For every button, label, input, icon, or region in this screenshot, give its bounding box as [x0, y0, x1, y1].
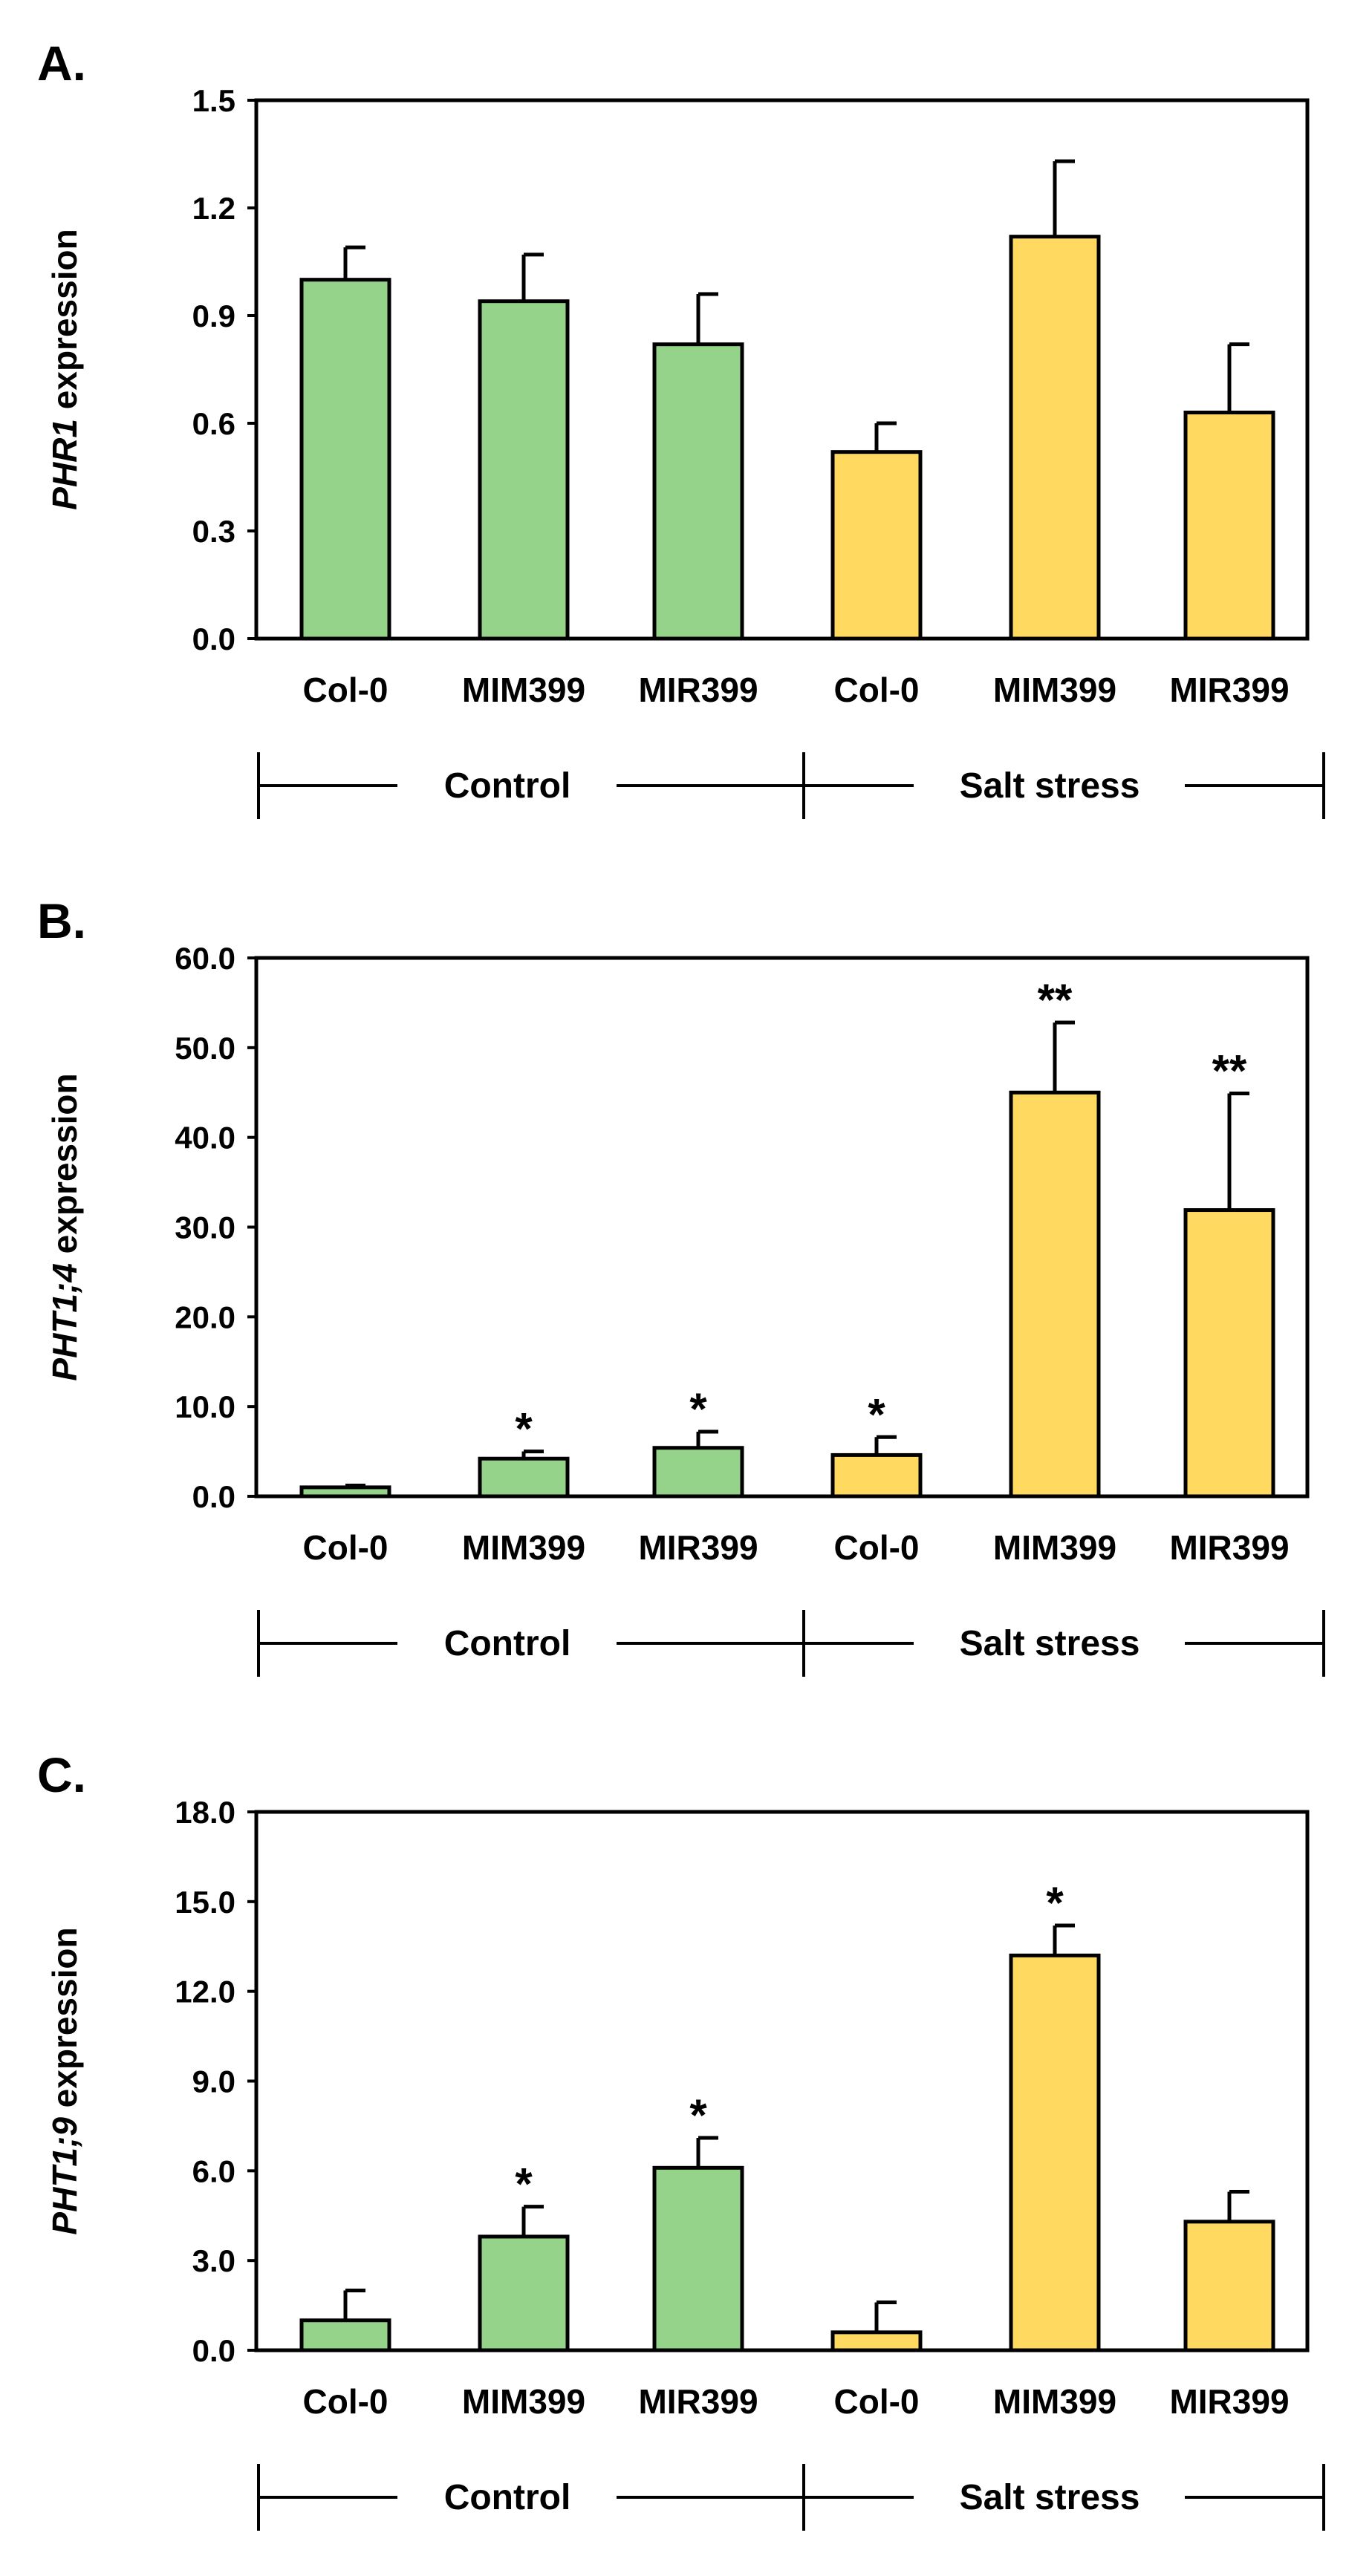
bar — [478, 1456, 570, 1499]
group-label-control: Control — [444, 2478, 571, 2517]
group-label-salt: Salt stress — [960, 766, 1140, 806]
y-tick-label: 0.0 — [192, 1479, 235, 1514]
bar — [299, 2318, 391, 2352]
plot-frame — [254, 956, 1310, 1499]
category-label: MIR399 — [638, 1528, 758, 1567]
category-label: MIM399 — [993, 2382, 1116, 2421]
bar — [830, 1452, 923, 1499]
plot-frame — [254, 1810, 1310, 2352]
significance-marker: * — [515, 2159, 533, 2209]
y-axis-label-gene: PHR1 — [45, 419, 84, 510]
significance-marker: * — [689, 1384, 707, 1434]
y-tick-label: 40.0 — [175, 1121, 235, 1155]
y-tick-label: 0.0 — [192, 2333, 235, 2368]
y-axis-label-suffix: expression — [45, 229, 84, 419]
bar — [652, 1446, 744, 1499]
panel-1: B. 0.0 10.0 20.0 30.0 40.0 50.0 60.0 PHT1;4 expr… — [37, 893, 1325, 1677]
category-label: MIR399 — [638, 2382, 758, 2421]
category-label: Col-0 — [303, 2382, 388, 2421]
category-label: MIM399 — [462, 2382, 585, 2421]
category-label: Col-0 — [303, 671, 388, 709]
y-tick-label: 6.0 — [192, 2153, 235, 2188]
bar — [652, 2165, 744, 2352]
significance-marker: ** — [1038, 975, 1073, 1025]
panel-label: A. — [37, 36, 86, 91]
category-label: MIM399 — [993, 1528, 1116, 1567]
y-axis-label: PHR1 expression — [45, 229, 84, 509]
bar — [1183, 1208, 1275, 1499]
category-label: Col-0 — [834, 1528, 920, 1567]
significance-marker: * — [689, 2090, 707, 2140]
category-label: Col-0 — [303, 1528, 388, 1567]
y-axis-label: PHT1;4 expression — [45, 1073, 84, 1380]
y-tick-label: 1.2 — [192, 191, 235, 226]
y-tick-label: 50.0 — [175, 1031, 235, 1066]
bar — [652, 342, 744, 641]
y-tick-label: 18.0 — [175, 1795, 235, 1830]
bar — [1183, 411, 1275, 641]
panel-2: C. 0.0 3.0 6.0 9.0 12.0 15.0 18.0 PHT1;9 express… — [37, 1747, 1325, 2531]
category-label: Col-0 — [834, 671, 920, 709]
y-tick-label: 0.3 — [192, 514, 235, 549]
y-tick-label: 0.9 — [192, 299, 235, 333]
bar — [478, 299, 570, 641]
panel-label: B. — [37, 893, 86, 948]
category-label: MIR399 — [1169, 671, 1289, 709]
category-label: MIR399 — [1169, 1528, 1289, 1567]
bar — [830, 450, 923, 641]
y-axis-label: PHT1;9 expression — [45, 1927, 84, 2234]
y-tick-label: 30.0 — [175, 1210, 235, 1245]
plot-frame — [254, 98, 1310, 641]
y-tick-label: 1.5 — [192, 83, 235, 118]
group-label-control: Control — [444, 766, 571, 806]
group-label-salt: Salt stress — [960, 2478, 1140, 2517]
y-tick-label: 12.0 — [175, 1975, 235, 2009]
significance-marker: * — [1046, 1878, 1064, 1928]
y-tick-label: 60.0 — [175, 941, 235, 976]
y-tick-label: 10.0 — [175, 1389, 235, 1424]
category-label: MIM399 — [993, 671, 1116, 709]
significance-marker: * — [868, 1389, 885, 1439]
bar — [1009, 1090, 1101, 1499]
significance-marker: ** — [1212, 1046, 1247, 1095]
bar — [299, 278, 391, 641]
y-tick-label: 3.0 — [192, 2243, 235, 2278]
y-axis-label-gene: PHT1;9 — [45, 2117, 84, 2235]
group-label-salt: Salt stress — [960, 1624, 1140, 1663]
bar — [1009, 1953, 1101, 2352]
y-tick-label: 0.6 — [192, 406, 235, 441]
category-label: MIR399 — [638, 671, 758, 709]
y-axis-label-gene: PHT1;4 — [45, 1263, 84, 1380]
y-axis-label-suffix: expression — [45, 1927, 84, 2117]
group-label-control: Control — [444, 1624, 571, 1663]
category-label: Col-0 — [834, 2382, 920, 2421]
y-tick-label: 15.0 — [175, 1885, 235, 1920]
y-tick-label: 0.0 — [192, 622, 235, 656]
y-tick-label: 20.0 — [175, 1300, 235, 1334]
category-label: MIR399 — [1169, 2382, 1289, 2421]
y-tick-label: 9.0 — [192, 2064, 235, 2099]
y-axis-label-suffix: expression — [45, 1073, 84, 1263]
bar — [1183, 2220, 1275, 2352]
bar — [1009, 235, 1101, 641]
panel-label: C. — [37, 1747, 86, 1802]
bar — [830, 2330, 923, 2352]
category-label: MIM399 — [462, 671, 585, 709]
panel-0: A. 0.0 0.3 0.6 0.9 1.2 1.5 PHR1 expression Col-0… — [37, 36, 1325, 819]
bar — [478, 2234, 570, 2352]
bar — [299, 1485, 391, 1499]
significance-marker: * — [515, 1404, 533, 1454]
category-label: MIM399 — [462, 1528, 585, 1567]
